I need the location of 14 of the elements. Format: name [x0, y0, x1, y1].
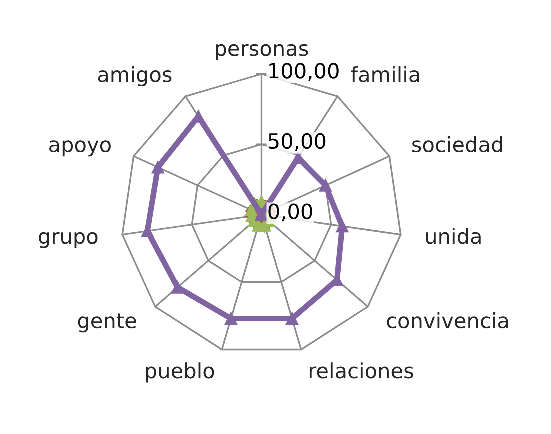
spoke-label: convivencia	[387, 312, 508, 329]
spoke-label: personas	[216, 44, 308, 60]
spoke-label: unida	[426, 228, 481, 244]
spoke-label: familia	[351, 66, 420, 82]
spoke-label: pueblo	[146, 362, 214, 383]
spoke-label: gente	[78, 314, 136, 333]
spoke-label: sociedad	[412, 136, 502, 153]
y-tick-label: 0,00	[268, 204, 312, 222]
spoke-label: grupo	[39, 232, 98, 248]
y-tick-label: 50,00	[268, 133, 326, 152]
spoke-label: amigos	[98, 66, 172, 87]
y-tick-label: 100,00	[270, 63, 339, 81]
spoke-label: apoyo	[50, 140, 111, 157]
spoke-label: relaciones	[310, 362, 414, 379]
